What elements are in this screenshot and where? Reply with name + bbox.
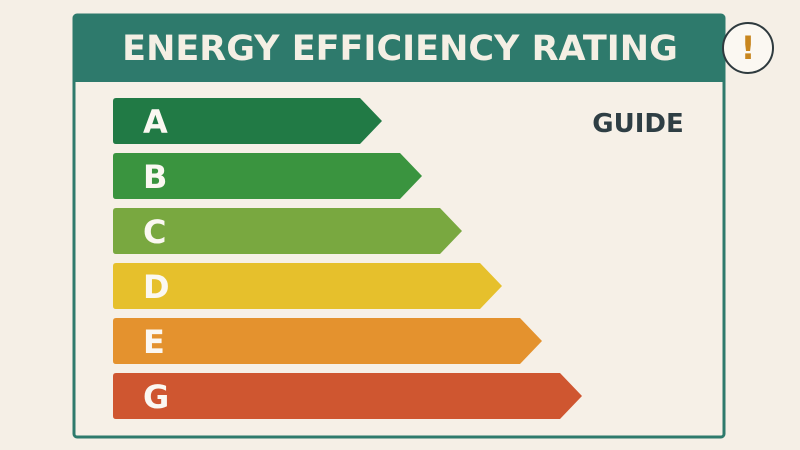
alert-icon — [722, 22, 774, 74]
rating-arrow — [113, 318, 542, 364]
alert-mark: ! — [741, 29, 756, 67]
rating-letter: A — [143, 103, 168, 141]
rating-arrow — [113, 208, 462, 254]
rating-letter: E — [143, 323, 165, 361]
rating-arrow — [113, 98, 382, 144]
header-band — [74, 15, 724, 82]
rating-letter: D — [143, 268, 170, 306]
rating-arrow — [113, 263, 502, 309]
rating-arrow — [113, 373, 582, 419]
guide-label: GUIDE — [592, 109, 683, 139]
title: ENERGY EFFICIENCY RATING — [122, 29, 678, 69]
rating-letter: G — [143, 378, 169, 416]
rating-letter: B — [143, 158, 167, 196]
rating-arrow — [113, 153, 422, 199]
rating-letter: C — [143, 213, 166, 251]
